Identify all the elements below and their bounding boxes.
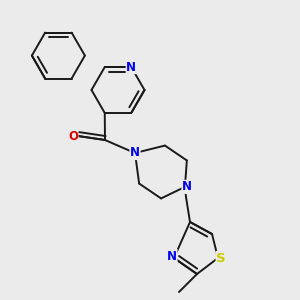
Text: S: S: [216, 251, 226, 265]
Text: N: N: [182, 180, 192, 194]
Text: O: O: [68, 130, 78, 142]
Text: N: N: [167, 250, 177, 262]
Text: N: N: [126, 61, 136, 74]
Text: N: N: [130, 146, 140, 160]
